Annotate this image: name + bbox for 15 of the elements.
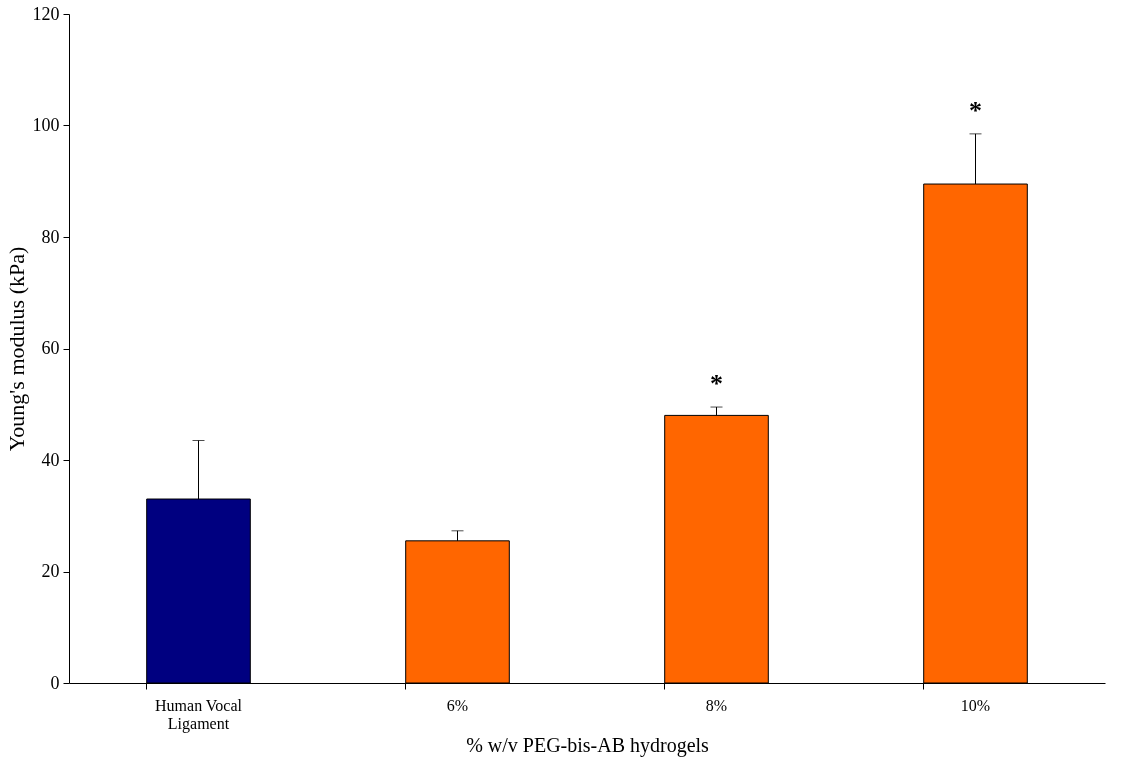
x-axis-title: % w/v PEG-bis-AB hydrogels	[466, 733, 710, 757]
x-tick-label: 10%	[960, 696, 991, 714]
y-tick-label: 60	[41, 338, 60, 358]
annotation: *	[710, 369, 723, 399]
y-tick-label: 40	[41, 449, 60, 470]
x-tick-label: 6%	[446, 696, 469, 714]
y-tick-label: 100	[32, 115, 60, 135]
x-tick-label: 8%	[705, 696, 728, 714]
y-tick-label: 0	[50, 672, 60, 693]
y-axis-title: Young's modulus (kPa)	[3, 246, 29, 452]
annotation: *	[969, 95, 982, 125]
y-tick-label: 20	[41, 561, 60, 581]
x-tick-label: Human Vocal Ligament	[155, 696, 243, 733]
y-tick-label: 80	[41, 226, 60, 247]
y-tick-label: 120	[32, 3, 60, 24]
